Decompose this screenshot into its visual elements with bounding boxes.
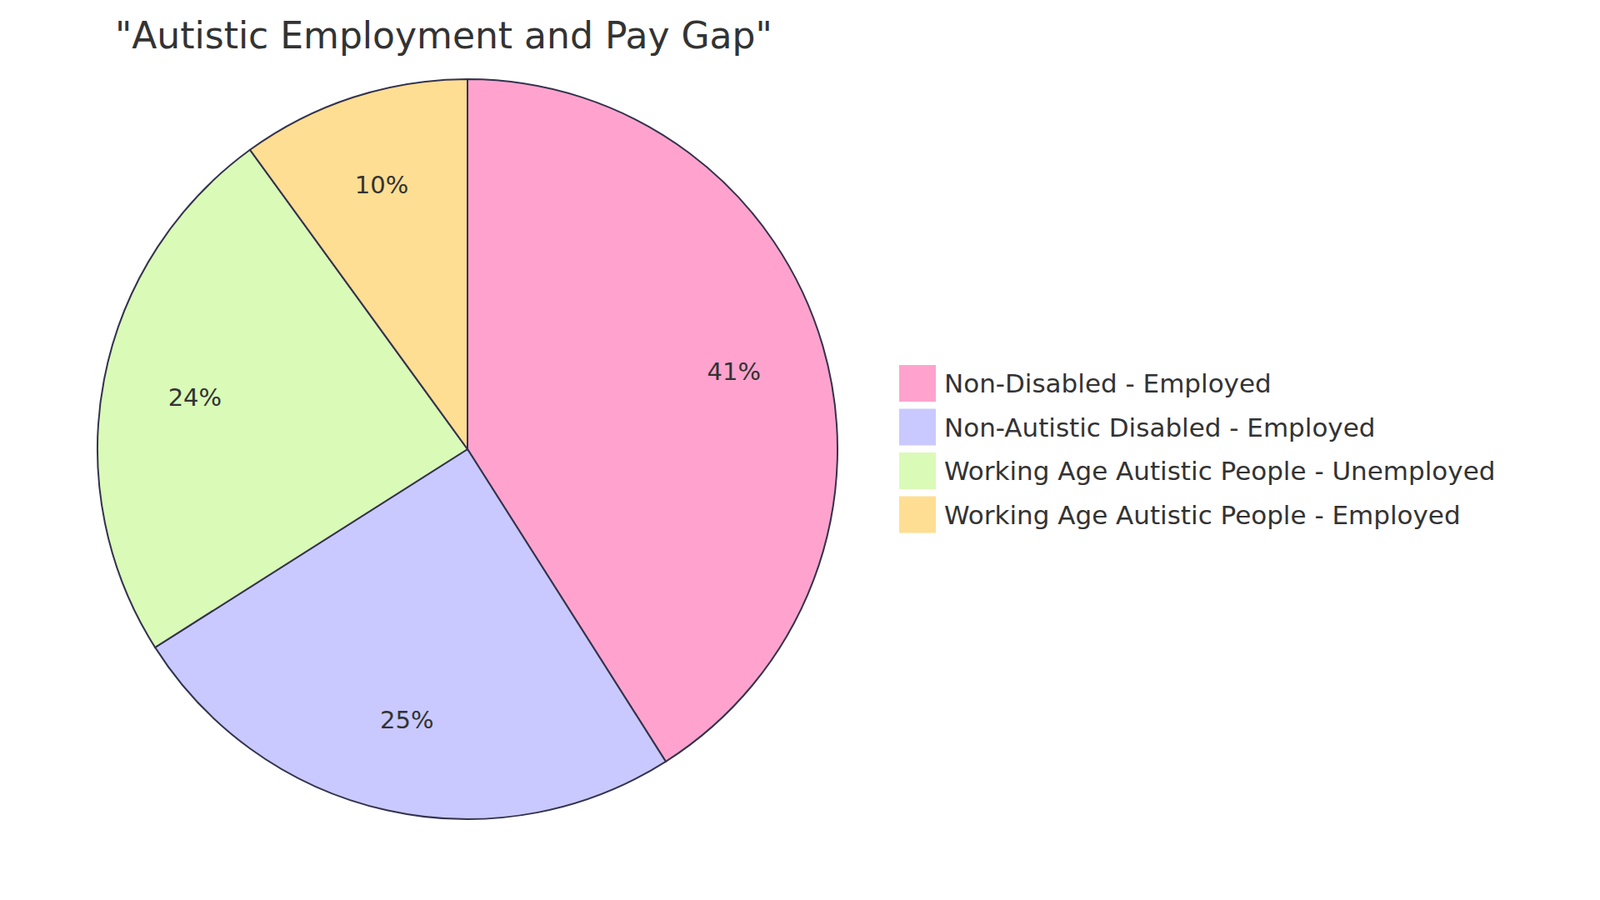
legend: Non-Disabled - Employed Non-Autistic Disa… <box>899 365 1495 534</box>
pie <box>97 79 838 820</box>
data-label: 41% <box>707 357 761 386</box>
legend-swatch <box>899 496 936 534</box>
legend-swatch <box>899 452 936 490</box>
pie-slice <box>250 79 468 450</box>
chart: "Autistic Employment and Pay Gap" 41% 25% 2… <box>0 0 1600 900</box>
legend-label: Working Age Autistic People - Employed <box>944 500 1461 530</box>
legend-label: Working Age Autistic People - Unemployed <box>944 455 1495 486</box>
legend-label: Non-Autistic Disabled - Employed <box>944 412 1375 443</box>
data-label: 25% <box>380 705 434 735</box>
legend-label: Non-Disabled - Employed <box>944 368 1272 399</box>
legend-swatch <box>899 365 936 402</box>
legend-swatch <box>899 409 936 446</box>
data-label: 10% <box>355 170 409 200</box>
data-label: 24% <box>168 383 222 412</box>
title: "Autistic Employment and Pay Gap" <box>115 14 773 57</box>
